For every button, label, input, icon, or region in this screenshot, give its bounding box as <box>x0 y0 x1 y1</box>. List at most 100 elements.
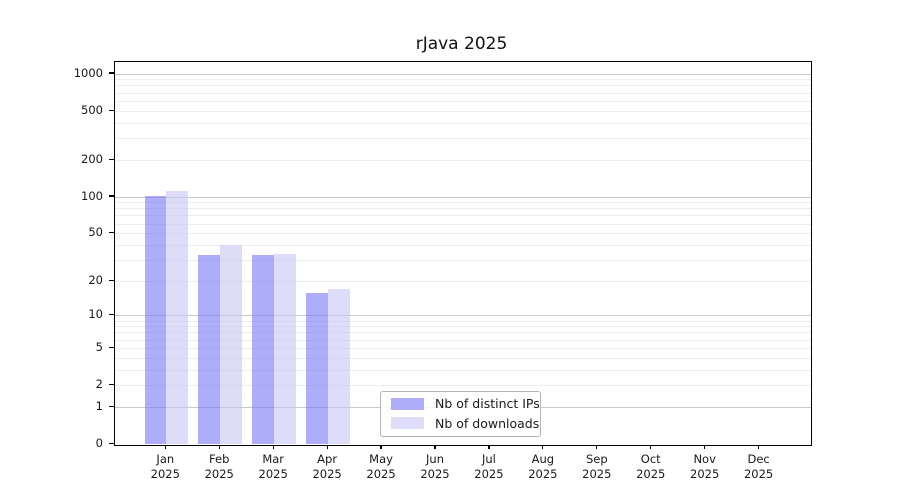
y-tick-label: 200 <box>81 151 103 166</box>
minor-gridline <box>114 347 811 349</box>
legend-label: Nb of distinct IPs <box>435 396 540 412</box>
bar <box>328 289 350 445</box>
y-tick-mark <box>109 109 114 111</box>
y-tick-label: 10 <box>88 307 103 322</box>
bar <box>306 292 329 445</box>
minor-gridline <box>114 100 811 102</box>
x-tick-mark <box>650 444 652 450</box>
bar <box>166 190 189 445</box>
bar <box>252 255 275 445</box>
x-tick-mark <box>380 444 382 450</box>
major-gridline <box>114 73 811 75</box>
x-tick-mark <box>704 444 706 450</box>
y-tick-label: 2 <box>95 377 103 392</box>
x-tick-mark <box>218 444 220 450</box>
x-tick-year: 2025 <box>636 466 666 481</box>
y-tick-mark <box>109 314 114 316</box>
legend-swatch <box>391 417 424 430</box>
x-tick-year: 2025 <box>204 466 234 481</box>
bar <box>198 255 221 445</box>
y-tick-label: 20 <box>88 272 103 287</box>
plot-area <box>113 60 812 446</box>
y-tick-mark <box>109 158 114 160</box>
x-tick-year: 2025 <box>150 466 180 481</box>
x-tick-month: Jun <box>426 452 444 466</box>
chart-title: rJava 2025 <box>415 34 508 54</box>
legend: Nb of distinct IPs Nb of downloads <box>380 390 541 437</box>
y-tick-label: 50 <box>88 225 103 240</box>
x-tick-label: May 2025 <box>353 452 409 481</box>
x-tick-label: Apr 2025 <box>299 452 355 481</box>
y-tick-mark <box>109 72 114 74</box>
x-tick-mark <box>542 444 544 450</box>
x-tick-mark <box>596 444 598 450</box>
minor-gridline <box>114 357 811 359</box>
x-tick-year: 2025 <box>582 466 612 481</box>
bar <box>274 253 296 445</box>
x-tick-year: 2025 <box>312 466 342 481</box>
bar <box>220 245 243 445</box>
minor-gridline <box>114 85 811 87</box>
y-tick-mark <box>109 383 114 386</box>
x-tick-mark <box>434 444 436 450</box>
x-tick-month: Aug <box>531 452 555 466</box>
minor-gridline <box>114 385 811 387</box>
y-tick-mark <box>109 442 114 445</box>
y-tick-mark <box>109 279 114 281</box>
x-tick-year: 2025 <box>420 466 450 481</box>
y-tick-label: 1000 <box>73 65 103 80</box>
minor-gridline <box>114 332 811 334</box>
minor-gridline <box>114 339 811 341</box>
legend-item: Nb of downloads <box>381 415 540 432</box>
minor-gridline <box>114 369 811 371</box>
x-tick-label: Jun 2025 <box>407 452 463 481</box>
x-tick-label: Jan 2025 <box>137 452 193 481</box>
minor-gridline <box>114 79 811 81</box>
x-tick-year: 2025 <box>366 466 396 481</box>
x-tick-month: May <box>369 452 393 466</box>
x-tick-mark <box>758 444 760 450</box>
y-tick-mark <box>109 195 114 197</box>
minor-gridline <box>114 122 811 124</box>
x-tick-month: Jan <box>156 452 175 466</box>
minor-gridline <box>114 326 811 328</box>
legend-swatch <box>391 397 424 410</box>
x-tick-label: Nov 2025 <box>677 452 733 481</box>
x-tick-mark <box>164 444 166 450</box>
minor-gridline <box>114 244 811 246</box>
minor-gridline <box>114 159 811 161</box>
y-tick-label: 100 <box>81 188 103 203</box>
y-tick-mark <box>109 232 114 234</box>
x-tick-label: Jul 2025 <box>461 452 517 481</box>
x-tick-year: 2025 <box>690 466 720 481</box>
minor-gridline <box>114 280 811 282</box>
x-tick-label: Oct 2025 <box>623 452 679 481</box>
minor-gridline <box>114 320 811 322</box>
x-tick-month: Nov <box>693 452 716 466</box>
x-tick-mark <box>272 444 274 450</box>
y-tick-label: 5 <box>95 339 103 354</box>
legend-item: Nb of distinct IPs <box>381 395 540 412</box>
minor-gridline <box>114 92 811 94</box>
x-tick-month: Dec <box>747 452 770 466</box>
x-tick-label: Aug 2025 <box>515 452 571 481</box>
minor-gridline <box>114 137 811 139</box>
x-tick-label: Sep 2025 <box>569 452 625 481</box>
x-tick-month: Apr <box>317 452 338 466</box>
x-tick-month: Sep <box>585 452 608 466</box>
x-tick-month: Feb <box>209 452 230 466</box>
x-tick-mark <box>326 444 328 450</box>
y-tick-mark <box>109 405 114 407</box>
y-tick-label: 0 <box>95 436 103 450</box>
x-tick-label: Feb 2025 <box>191 452 247 481</box>
x-tick-year: 2025 <box>474 466 504 481</box>
x-tick-year: 2025 <box>258 466 288 481</box>
major-gridline <box>114 196 811 198</box>
major-gridline <box>114 315 811 317</box>
x-tick-month: Jul <box>481 452 496 466</box>
x-tick-label: Dec 2025 <box>731 452 787 481</box>
x-tick-mark <box>488 444 490 450</box>
minor-gridline <box>114 110 811 112</box>
x-tick-label: Mar 2025 <box>245 452 301 481</box>
y-tick-mark <box>109 346 114 348</box>
